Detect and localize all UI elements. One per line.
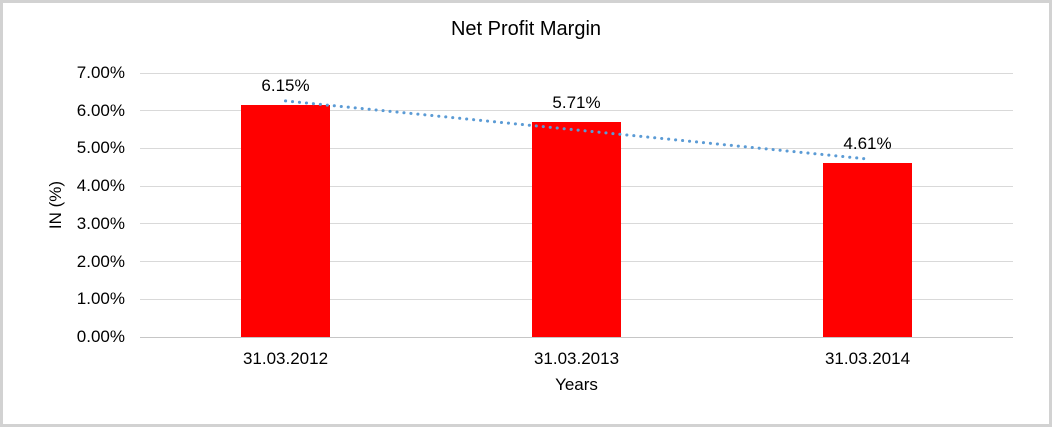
y-tick-label: 5.00% [76, 138, 125, 158]
y-tick-label: 6.00% [76, 100, 125, 120]
y-tick-label: 0.00% [76, 327, 125, 346]
bar [823, 163, 912, 337]
bar-data-label: 6.15% [261, 76, 310, 96]
chart-title: Net Profit Margin [450, 18, 602, 40]
bar-data-label: 5.71% [552, 92, 601, 112]
x-tick-label: 31.03.2014 [824, 349, 911, 368]
x-axis-title: Years [555, 375, 598, 394]
bar [532, 121, 621, 337]
x-axis-line [140, 336, 1013, 338]
bar-data-label: 4.61% [843, 134, 892, 154]
y-tick-label: 4.00% [76, 176, 125, 196]
y-axis-title: IN (%) [46, 180, 65, 230]
y-tick-label: 2.00% [76, 251, 125, 271]
x-tick-label: 31.03.2012 [242, 349, 329, 368]
y-tick-label: 1.00% [76, 289, 125, 309]
bar [241, 105, 330, 337]
y-tick-label: 7.00% [76, 63, 125, 82]
y-tick-label: 3.00% [76, 213, 125, 233]
gridline [140, 72, 1013, 74]
x-tick-label: 31.03.2013 [533, 349, 620, 368]
